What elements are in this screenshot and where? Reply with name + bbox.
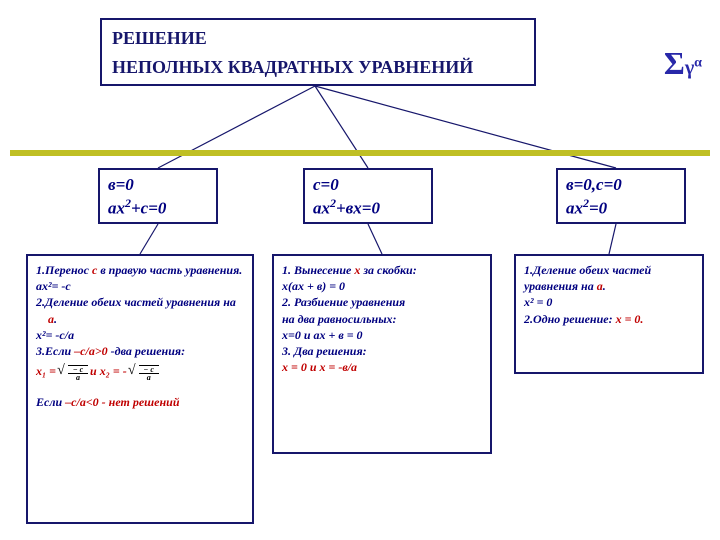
case1-cond: в=0 xyxy=(108,174,208,196)
detail-box-3: 1.Деление обеих частей уравнения на а. х… xyxy=(514,254,704,374)
title-line2: НЕПОЛНЫХ КВАДРАТНЫХ УРАВНЕНИЙ xyxy=(112,53,524,82)
sqrt-icon: − ca xyxy=(59,364,87,380)
d2-step2b: на два равносильных: xyxy=(282,311,482,327)
d2-eq2: х=0 и ах + в = 0 xyxy=(282,327,482,343)
d2-eq1: х(ах + в) = 0 xyxy=(282,278,482,294)
case3-eq: ах2=0 xyxy=(566,196,676,220)
d3-step1: 1.Деление обеих частей уравнения на а. xyxy=(524,262,694,294)
d2-step1: 1. Вынесение х за скобки: xyxy=(282,262,482,278)
d1-step3: 3.Если –с/а>0 -два решения: xyxy=(36,343,244,359)
d3-step2: 2.Одно решение: х = 0. xyxy=(524,311,694,327)
d2-step2: 2. Разбиение уравнения xyxy=(282,294,482,310)
d1-eq2: х²= -с/а xyxy=(36,327,244,343)
d1-step1: 1.Перенос с в правую часть уравнения. xyxy=(36,262,244,278)
d2-solutions: х = 0 и х = -в/а xyxy=(282,359,482,375)
horizontal-rule xyxy=(10,150,710,156)
d2-step3: 3. Два решения: xyxy=(282,343,482,359)
case3-cond: в=0,с=0 xyxy=(566,174,676,196)
case1-eq: ах2+с=0 xyxy=(108,196,208,220)
d1-step2: 2.Деление обеих частей уравнения на а. xyxy=(36,294,244,326)
case2-eq: ах2+вх=0 xyxy=(313,196,423,220)
case2-cond: с=0 xyxy=(313,174,423,196)
case-box-2: с=0 ах2+вх=0 xyxy=(303,168,433,224)
detail-box-1: 1.Перенос с в правую часть уравнения. ах… xyxy=(26,254,254,524)
sqrt-icon: − ca xyxy=(130,364,158,380)
case-box-3: в=0,с=0 ах2=0 xyxy=(556,168,686,224)
math-logo-icon: Σγα xyxy=(664,45,702,82)
d1-noroots: Если –с/а<0 - нет решений xyxy=(36,394,244,410)
detail-box-2: 1. Вынесение х за скобки: х(ах + в) = 0 … xyxy=(272,254,492,454)
d3-eq1: х² = 0 xyxy=(524,294,694,310)
d1-eq1: ах²= -с xyxy=(36,278,244,294)
d1-solutions: х₁ = − ca и х₂ = - − ca xyxy=(36,363,244,380)
title-line1: РЕШЕНИЕ xyxy=(112,24,524,53)
case-box-1: в=0 ах2+с=0 xyxy=(98,168,218,224)
title-box: РЕШЕНИЕ НЕПОЛНЫХ КВАДРАТНЫХ УРАВНЕНИЙ xyxy=(100,18,536,86)
